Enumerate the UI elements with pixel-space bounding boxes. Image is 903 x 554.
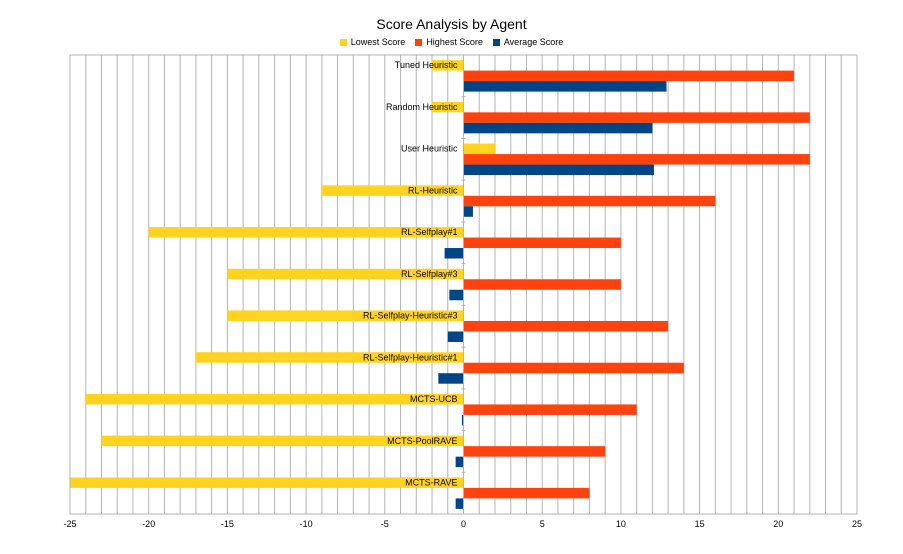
bar-lowest-score <box>463 143 495 155</box>
legend-swatch-average <box>492 38 500 46</box>
category-label: User Heuristic <box>401 144 458 154</box>
bar-average-score <box>449 289 464 301</box>
legend: Lowest Score Highest Score Average Score <box>0 37 903 47</box>
bar-lowest-score <box>432 101 464 113</box>
bar-highest-score <box>463 154 810 165</box>
bar-highest-score <box>463 279 621 290</box>
x-tick-label: 20 <box>773 519 783 529</box>
x-tick-label: -25 <box>63 519 76 529</box>
x-tick-label: 10 <box>616 519 626 529</box>
bar-lowest-score <box>227 268 464 280</box>
bar-average-score <box>447 331 464 342</box>
bar-average-score <box>455 498 464 509</box>
bar-highest-score <box>463 320 669 332</box>
x-tick-label: -20 <box>142 519 155 529</box>
legend-swatch-highest <box>415 38 423 46</box>
bar-average-score <box>444 248 464 259</box>
bar-average-score <box>463 122 653 134</box>
x-tick-label: -10 <box>300 519 313 529</box>
bar-highest-score <box>463 404 637 415</box>
bar-highest-score <box>463 446 606 457</box>
category-label: RL-Heuristic <box>408 185 458 195</box>
bar-average-score <box>463 164 654 176</box>
legend-label-highest: Highest Score <box>426 37 483 47</box>
legend-item-lowest: Lowest Score <box>339 37 406 47</box>
plot-frame <box>69 54 858 515</box>
legend-swatch-lowest <box>339 38 347 46</box>
category-label: MCTS-RAVE <box>405 478 457 488</box>
bar-lowest-score <box>321 185 464 196</box>
bar-lowest-score <box>227 310 464 321</box>
x-tick-label: 25 <box>852 519 862 529</box>
legend-item-highest: Highest Score <box>415 37 483 47</box>
x-tick-label: 0 <box>461 519 466 529</box>
bar-highest-score <box>463 487 590 499</box>
x-tick-label: 5 <box>540 519 545 529</box>
bar-highest-score <box>463 195 716 207</box>
bar-average-score <box>455 456 464 468</box>
bar-lowest-score <box>148 227 464 238</box>
bar-lowest-score <box>195 352 464 363</box>
bar-lowest-score <box>85 393 464 405</box>
category-label: RL-Selfplay-Heuristic#3 <box>363 311 458 321</box>
legend-label-average: Average Score <box>503 37 564 47</box>
bar-average-score <box>461 414 464 426</box>
bar-highest-score <box>463 362 684 374</box>
bar-average-score <box>463 206 473 217</box>
bar-average-score <box>438 373 464 384</box>
category-label: MCTS-PoolRAVE <box>387 436 457 446</box>
bar-average-score <box>463 81 667 92</box>
bar-lowest-score <box>70 477 464 488</box>
bar-highest-score <box>463 237 621 249</box>
category-label: RL-Selfplay-Heuristic#1 <box>363 352 458 362</box>
bar-highest-score <box>463 70 795 82</box>
bar-lowest-score <box>432 60 464 71</box>
category-label: Tuned Heuristic <box>395 60 458 70</box>
bar-highest-score <box>463 112 810 123</box>
x-tick-label: 15 <box>695 519 705 529</box>
legend-item-average: Average Score <box>492 37 564 47</box>
category-label: Random Heuristic <box>386 102 458 112</box>
x-tick-label: -5 <box>381 519 389 529</box>
category-label: RL-Selfplay#1 <box>401 227 458 237</box>
legend-label-lowest: Lowest Score <box>350 37 406 47</box>
chart-title: Score Analysis by Agent <box>376 16 527 32</box>
x-tick-label: -15 <box>221 519 234 529</box>
category-label: RL-Selfplay#3 <box>401 269 458 279</box>
bar-lowest-score <box>101 435 464 447</box>
category-label: MCTS-UCB <box>410 394 458 404</box>
